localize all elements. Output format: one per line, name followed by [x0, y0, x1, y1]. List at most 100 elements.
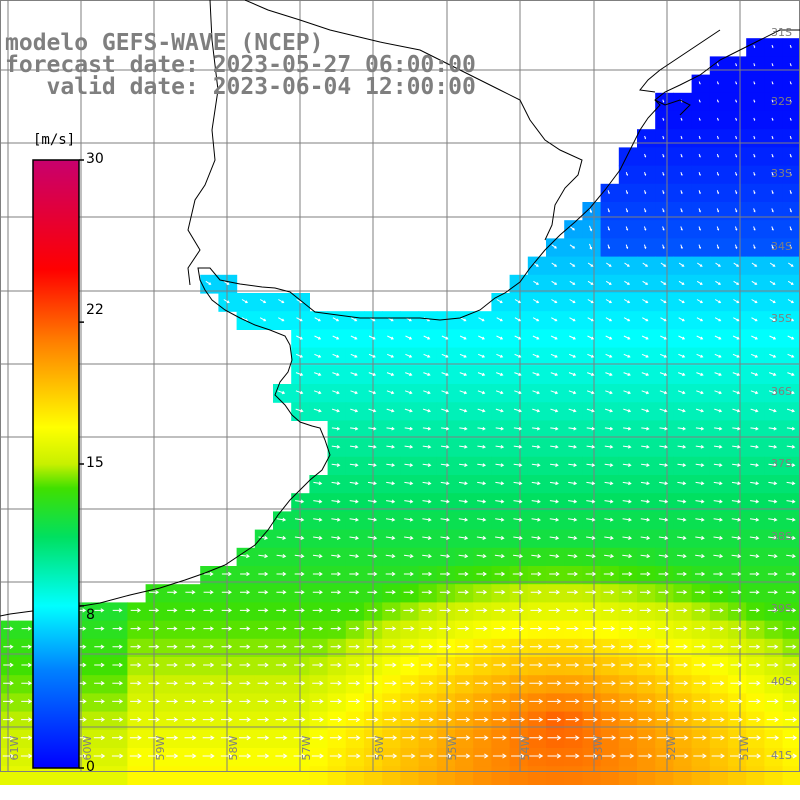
wind-speed-cell [691, 129, 711, 148]
wind-arrow [239, 680, 251, 686]
wind-arrow [569, 317, 576, 322]
wind-arrow [531, 554, 542, 559]
wind-speed-cell [637, 711, 656, 731]
wind-arrow [734, 208, 738, 213]
wind-arrow [422, 554, 432, 559]
wind-arrow [3, 644, 14, 650]
wind-speed-cell [127, 638, 147, 658]
wind-arrow [677, 517, 687, 522]
wind-arrow [94, 608, 105, 613]
wind-arrow [771, 63, 774, 67]
wind-arrow [621, 589, 633, 595]
wind-arrow [529, 680, 544, 686]
wind-arrow [607, 190, 610, 195]
wind-arrow [735, 135, 738, 140]
wind-speed-cell [582, 748, 602, 767]
wind-speed-cell [182, 766, 201, 785]
wind-arrow [694, 608, 706, 613]
wind-arrow [789, 244, 792, 250]
wind-speed-cell [618, 547, 638, 567]
wind-speed-cell [455, 584, 474, 603]
wind-arrow [257, 753, 270, 759]
wind-arrow [695, 554, 705, 559]
wind-arrow [513, 499, 523, 504]
wind-speed-cell [36, 766, 56, 785]
wind-arrow [625, 244, 629, 250]
wind-speed-cell [764, 202, 784, 221]
wind-arrow [457, 626, 470, 632]
wind-arrow [789, 208, 792, 213]
wind-arrow [714, 353, 722, 358]
wind-speed-cell [254, 711, 274, 731]
wind-arrow [786, 554, 796, 559]
wind-arrow [276, 517, 287, 522]
wind-arrow [112, 662, 123, 668]
wind-speed-cell [182, 711, 201, 731]
wind-arrow [221, 626, 233, 631]
wind-speed-cell [527, 766, 547, 785]
wind-arrow [386, 390, 395, 395]
wind-arrow [384, 753, 398, 759]
wind-arrow [313, 408, 322, 413]
wind-arrow [589, 225, 593, 232]
wind-arrow [93, 717, 106, 722]
wind-arrow [620, 680, 635, 686]
wind-arrow [680, 135, 683, 140]
wind-speed-cell [455, 748, 474, 767]
wind-speed-cell [291, 638, 310, 658]
wind-speed-cell [473, 693, 492, 713]
wind-speed-cell [473, 547, 492, 567]
wind-arrow [753, 172, 756, 176]
wind-arrow [350, 372, 358, 376]
wind-arrow [511, 753, 526, 759]
wind-arrow [640, 535, 651, 540]
wind-speed-cell [309, 693, 329, 713]
wind-arrow [623, 390, 631, 395]
wind-arrow [662, 117, 665, 121]
wind-arrow [589, 243, 593, 250]
wind-speed-cell [509, 711, 529, 731]
wind-arrow [586, 535, 596, 540]
wind-arrow [662, 208, 665, 213]
wind-speed-cell [327, 693, 347, 713]
wind-arrow [349, 499, 359, 504]
wind-arrow [385, 608, 397, 613]
wind-arrow [735, 99, 738, 103]
wind-speed-cell [746, 165, 765, 185]
wind-arrow [696, 372, 704, 376]
wind-speed-cell [691, 766, 711, 785]
wind-arrow [769, 372, 777, 376]
wind-speed-cell [163, 748, 183, 767]
wind-arrow [314, 335, 322, 340]
wind-arrow [639, 662, 652, 668]
wind-arrow [696, 280, 703, 285]
wind-speed-cell [764, 238, 784, 258]
wind-speed-cell [582, 638, 602, 658]
wind-arrow [643, 208, 647, 213]
wind-arrow [368, 335, 376, 340]
wind-speed-cell [382, 729, 401, 749]
wind-speed-cell [691, 92, 711, 112]
wind-arrow [330, 644, 342, 650]
wind-arrow [607, 226, 610, 231]
wind-arrow [676, 571, 687, 577]
wind-speed-cell [436, 711, 456, 731]
wind-arrow [585, 554, 596, 559]
wind-speed-cell [618, 748, 638, 767]
wind-speed-cell [91, 766, 110, 785]
wind-speed-cell [600, 729, 620, 749]
longitude-label: 54W [519, 735, 532, 760]
wind-arrow [296, 353, 304, 358]
wind-speed-cell [764, 675, 784, 694]
wind-arrow [656, 717, 671, 723]
wind-arrow [478, 353, 486, 358]
wind-arrow [624, 262, 630, 267]
wind-speed-cell [618, 202, 638, 221]
wind-arrow [478, 335, 485, 340]
wind-arrow [385, 589, 396, 595]
wind-arrow [677, 481, 687, 486]
wind-arrow [602, 717, 617, 723]
wind-arrow [657, 644, 670, 650]
wind-arrow [531, 463, 541, 467]
wind-arrow [440, 517, 450, 522]
